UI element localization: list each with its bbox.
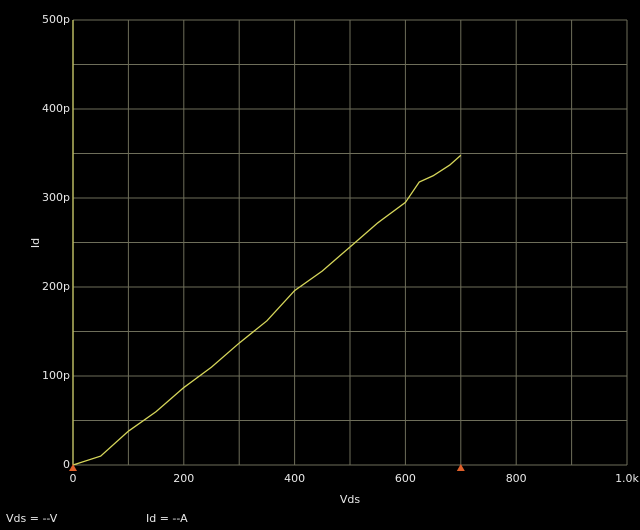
x-tick-label: 1.0k bbox=[615, 472, 639, 485]
y-tick-label: 0 bbox=[63, 458, 70, 471]
cursor-marker bbox=[69, 464, 77, 471]
x-tick-label: 400 bbox=[284, 472, 305, 485]
y-axis-label: Id bbox=[29, 238, 42, 248]
x-tick-label: 200 bbox=[173, 472, 194, 485]
x-axis-label: Vds bbox=[340, 493, 361, 506]
status-id: Id = --A bbox=[146, 512, 188, 525]
x-tick-label: 0 bbox=[70, 472, 77, 485]
status-vds: Vds = --V bbox=[6, 512, 58, 525]
data-line bbox=[72, 154, 462, 466]
y-tick-label: 400p bbox=[42, 102, 70, 115]
x-tick-label: 600 bbox=[395, 472, 416, 485]
cursor-marker bbox=[456, 464, 465, 471]
x-tick-label: 800 bbox=[506, 472, 527, 485]
y-tick-label: 300p bbox=[42, 191, 70, 204]
y-tick-label: 500p bbox=[42, 13, 70, 26]
y-tick-label: 200p bbox=[42, 280, 70, 293]
y-tick-label: 100p bbox=[42, 369, 70, 382]
